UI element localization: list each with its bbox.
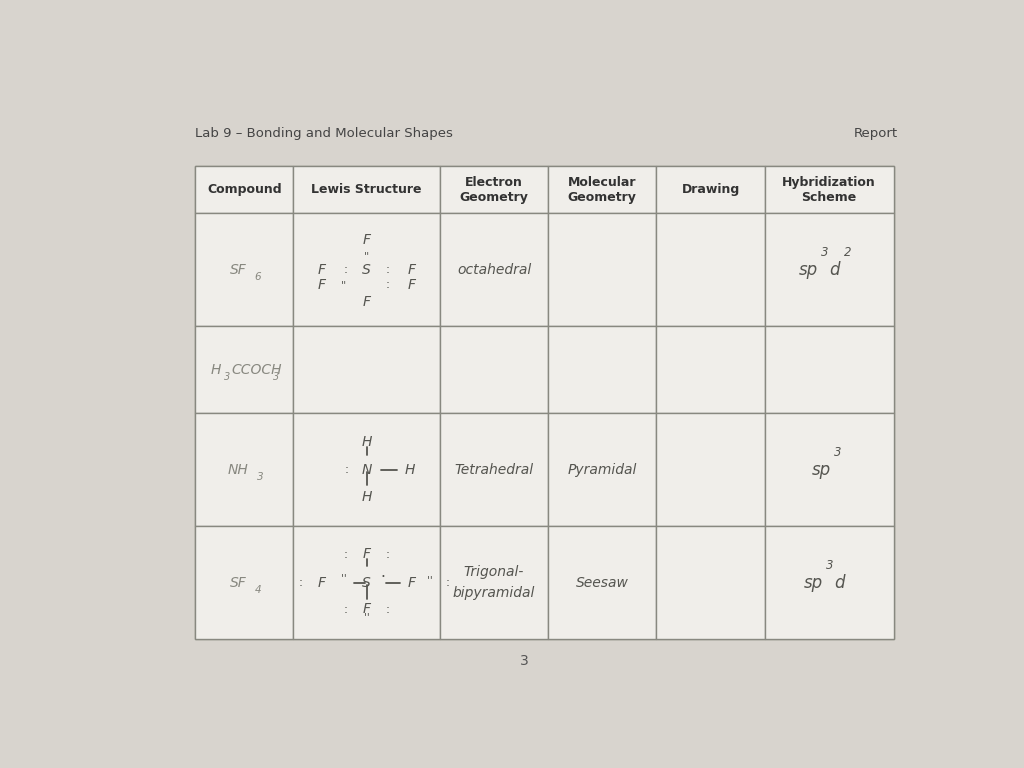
Text: F: F: [408, 576, 416, 590]
Text: 3: 3: [520, 654, 529, 668]
Text: F: F: [362, 602, 371, 616]
Text: :: :: [343, 263, 347, 276]
Text: 3: 3: [834, 446, 842, 459]
Text: :: :: [386, 263, 390, 276]
Text: H: H: [361, 490, 372, 504]
Bar: [196, 214, 293, 326]
Text: sp: sp: [799, 261, 818, 279]
Bar: [765, 214, 894, 326]
Bar: [548, 214, 656, 326]
Text: ·: ·: [381, 571, 386, 585]
Bar: [765, 526, 894, 639]
Text: NH: NH: [227, 462, 249, 477]
Bar: [656, 413, 765, 526]
Text: CCOCH: CCOCH: [231, 362, 283, 377]
Bar: [196, 413, 293, 526]
Bar: [765, 166, 894, 214]
Text: 4: 4: [255, 584, 261, 594]
Text: '': '': [427, 574, 433, 584]
Bar: [440, 326, 548, 413]
Bar: [656, 214, 765, 326]
Bar: [548, 166, 656, 214]
Text: :: :: [386, 603, 390, 616]
Text: H: H: [211, 362, 221, 377]
Bar: [765, 413, 894, 526]
Text: :: :: [386, 548, 390, 561]
Text: 3: 3: [223, 372, 230, 382]
Text: F: F: [408, 278, 416, 292]
Bar: [293, 526, 440, 639]
Text: 3: 3: [257, 472, 263, 482]
Text: '': '': [341, 280, 347, 290]
Bar: [656, 326, 765, 413]
Text: Seesaw: Seesaw: [575, 576, 629, 590]
Bar: [293, 413, 440, 526]
Text: SF: SF: [229, 263, 247, 277]
Bar: [196, 326, 293, 413]
Text: d: d: [829, 261, 840, 279]
Bar: [196, 166, 894, 639]
Text: Pyramidal: Pyramidal: [567, 462, 637, 477]
Text: S: S: [362, 263, 371, 277]
Text: d: d: [834, 574, 845, 591]
Text: F: F: [317, 263, 326, 277]
Text: :: :: [343, 548, 347, 561]
Text: F: F: [317, 576, 326, 590]
Text: '': '': [364, 251, 370, 261]
Text: F: F: [317, 278, 326, 292]
Text: '': '': [364, 612, 370, 622]
Text: sp: sp: [812, 461, 830, 478]
Text: :: :: [298, 576, 302, 589]
Bar: [440, 166, 548, 214]
Text: Report: Report: [854, 127, 898, 140]
Bar: [765, 326, 894, 413]
Text: sp: sp: [804, 574, 823, 591]
Text: 3: 3: [273, 372, 280, 382]
Text: Trigonal-
bipyramidal: Trigonal- bipyramidal: [453, 565, 536, 600]
Text: :: :: [386, 278, 390, 291]
Text: Compound: Compound: [207, 184, 282, 197]
Text: 3: 3: [821, 247, 828, 260]
Text: F: F: [408, 263, 416, 277]
Text: :: :: [446, 576, 450, 589]
Text: '': '': [341, 573, 347, 583]
Text: N: N: [361, 462, 372, 477]
Bar: [440, 413, 548, 526]
Bar: [656, 166, 765, 214]
Bar: [293, 214, 440, 326]
Bar: [196, 166, 293, 214]
Text: Hybridization
Scheme: Hybridization Scheme: [782, 176, 877, 204]
Bar: [440, 214, 548, 326]
Text: Tetrahedral: Tetrahedral: [455, 462, 534, 477]
Text: Lab 9 – Bonding and Molecular Shapes: Lab 9 – Bonding and Molecular Shapes: [196, 127, 454, 140]
Bar: [196, 526, 293, 639]
Text: F: F: [362, 547, 371, 561]
Text: F: F: [362, 233, 371, 247]
Text: 3: 3: [826, 559, 834, 572]
Bar: [548, 326, 656, 413]
Text: S: S: [362, 576, 371, 590]
Bar: [440, 526, 548, 639]
Bar: [548, 413, 656, 526]
Bar: [293, 166, 440, 214]
Text: F: F: [362, 295, 371, 310]
Text: H: H: [404, 462, 415, 477]
Text: SF: SF: [229, 576, 247, 590]
Text: Molecular
Geometry: Molecular Geometry: [568, 176, 637, 204]
Text: Drawing: Drawing: [681, 184, 739, 197]
Text: Electron
Geometry: Electron Geometry: [460, 176, 528, 204]
Text: :: :: [344, 463, 348, 476]
Bar: [293, 326, 440, 413]
Text: H: H: [361, 435, 372, 449]
Text: 2: 2: [845, 247, 852, 260]
Text: 6: 6: [255, 272, 261, 282]
Text: Lewis Structure: Lewis Structure: [311, 184, 422, 197]
Bar: [656, 526, 765, 639]
Bar: [548, 526, 656, 639]
Text: octahedral: octahedral: [457, 263, 531, 277]
Text: :: :: [343, 603, 347, 616]
